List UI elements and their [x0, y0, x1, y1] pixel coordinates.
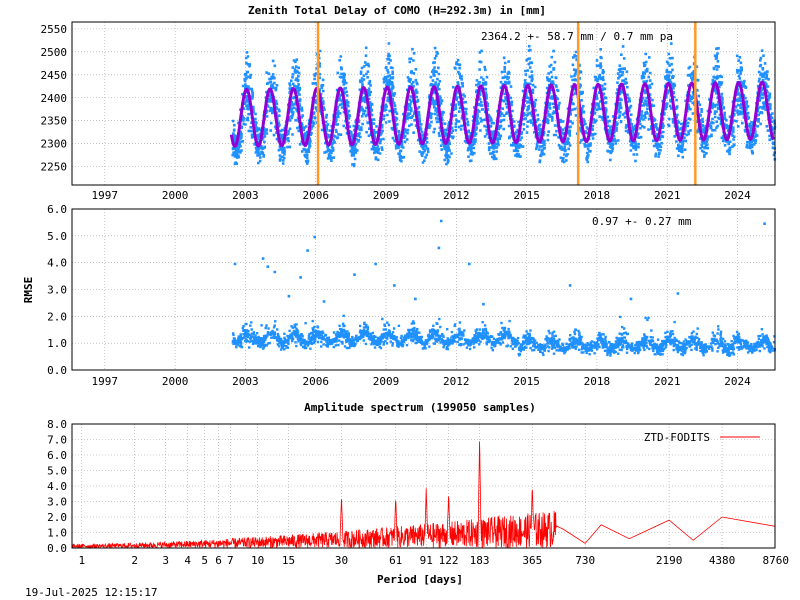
ztd-y-tick-label: 2350	[41, 115, 68, 128]
spectrum-y-tick-label: 5.0	[47, 465, 67, 478]
spectrum-y-tick-label: 1.0	[47, 527, 67, 540]
ztd-x-tick-label: 2018	[584, 189, 611, 202]
spectrum-x-tick-label: 2190	[656, 554, 683, 567]
rmse-x-tick-label: 1997	[92, 375, 119, 388]
rmse-y-tick-label: 2.0	[47, 310, 67, 323]
rmse-y-tick-label: 6.0	[47, 203, 67, 216]
timestamp: 19-Jul-2025 12:15:17	[25, 586, 157, 599]
rmse-panel: 0.0 1.0 2.0 3.0 4.0 5.0 6.0 1997 2000 2003 2006 20…	[22, 203, 776, 388]
legend-label: ZTD-FODITS	[644, 431, 710, 444]
spectrum-title: Amplitude spectrum (199050 samples)	[304, 401, 536, 414]
spectrum-x-tick-label: 8760	[763, 554, 790, 567]
spectrum-y-tick-label: 6.0	[47, 449, 67, 462]
rmse-plot-area	[71, 208, 776, 371]
spectrum-y-tick-label: 3.0	[47, 496, 67, 509]
spectrum-x-tick-label: 4380	[709, 554, 736, 567]
spectrum-x-tick-label: 365	[522, 554, 542, 567]
rmse-x-tick-label: 2003	[232, 375, 259, 388]
rmse-x-tick-label: 2021	[654, 375, 681, 388]
spectrum-x-tick-label: 61	[389, 554, 402, 567]
spectrum-plot-area	[71, 423, 776, 549]
spectrum-panel: Amplitude spectrum (199050 samples) 0.0 1…	[47, 401, 789, 586]
ztd-x-tick-label: 2015	[513, 189, 540, 202]
spectrum-x-tick-label: 91	[420, 554, 433, 567]
spectrum-x-tick-label: 122	[439, 554, 459, 567]
rmse-data-points	[231, 219, 776, 357]
ztd-y-tick-label: 2400	[41, 92, 68, 105]
spectrum-x-tick-label: 183	[470, 554, 490, 567]
ztd-x-tick-label: 2003	[232, 189, 259, 202]
rmse-y-tick-label: 3.0	[47, 284, 67, 297]
ztd-y-tick-label: 2300	[41, 138, 68, 151]
rmse-y-tick-label: 1.0	[47, 337, 67, 350]
rmse-x-tick-label: 2024	[724, 375, 751, 388]
spectrum-x-axis-label: Period [days]	[377, 573, 463, 586]
rmse-y-tick-label: 5.0	[47, 230, 67, 243]
spectrum-y-tick-label: 8.0	[47, 418, 67, 431]
ztd-plot-area	[71, 21, 776, 186]
ztd-x-tick-label: 2024	[724, 189, 751, 202]
spectrum-x-tick-label: 2	[131, 554, 138, 567]
ztd-seasonal-model-curve	[229, 80, 775, 148]
spectrum-y-tick-label: 2.0	[47, 511, 67, 524]
spectrum-x-tick-label: 15	[282, 554, 295, 567]
ztd-annotation: 2364.2 +- 58.7 mm / 0.7 mm pa	[481, 30, 673, 43]
spectrum-x-tick-label: 5	[201, 554, 208, 567]
spectrum-y-tick-label: 4.0	[47, 480, 67, 493]
ztd-x-tick-label: 2021	[654, 189, 681, 202]
ztd-data-points	[231, 42, 777, 168]
rmse-x-tick-label: 2006	[302, 375, 329, 388]
rmse-x-tick-label: 2012	[443, 375, 470, 388]
spectrum-series-line	[71, 441, 776, 550]
spectrum-x-tick-label: 10	[251, 554, 264, 567]
ztd-x-tick-label: 2006	[302, 189, 329, 202]
spectrum-x-tick-label: 4	[184, 554, 191, 567]
rmse-annotation: 0.97 +- 0.27 mm	[592, 215, 692, 228]
spectrum-y-tick-label: 7.0	[47, 434, 67, 447]
ztd-chart-title: Zenith Total Delay of COMO (H=292.3m) in…	[248, 4, 546, 17]
ztd-y-tick-label: 2550	[41, 23, 68, 36]
ztd-y-tick-label: 2250	[41, 161, 68, 174]
ztd-x-tick-label: 1997	[92, 189, 119, 202]
ztd-y-tick-label: 2500	[41, 46, 68, 59]
spectrum-x-tick-label: 3	[162, 554, 169, 567]
ztd-x-tick-label: 2000	[162, 189, 189, 202]
spectrum-y-tick-label: 0.0	[47, 542, 67, 555]
spectrum-x-tick-label: 1	[78, 554, 85, 567]
ztd-panel: Zenith Total Delay of COMO (H=292.3m) in…	[41, 4, 777, 202]
rmse-x-tick-label: 2015	[513, 375, 540, 388]
rmse-x-tick-label: 2009	[373, 375, 400, 388]
spectrum-x-tick-label: 7	[227, 554, 234, 567]
rmse-x-tick-label: 2018	[584, 375, 611, 388]
rmse-axis-label: RMSE	[22, 277, 35, 304]
rmse-y-tick-label: 4.0	[47, 257, 67, 270]
ztd-y-tick-label: 2450	[41, 69, 68, 82]
spectrum-x-tick-label: 30	[335, 554, 348, 567]
rmse-x-tick-label: 2000	[162, 375, 189, 388]
spectrum-x-tick-label: 6	[215, 554, 222, 567]
rmse-y-tick-label: 0.0	[47, 364, 67, 377]
ztd-x-tick-label: 2009	[373, 189, 400, 202]
spectrum-x-tick-label: 730	[575, 554, 595, 567]
ztd-x-tick-label: 2012	[443, 189, 470, 202]
